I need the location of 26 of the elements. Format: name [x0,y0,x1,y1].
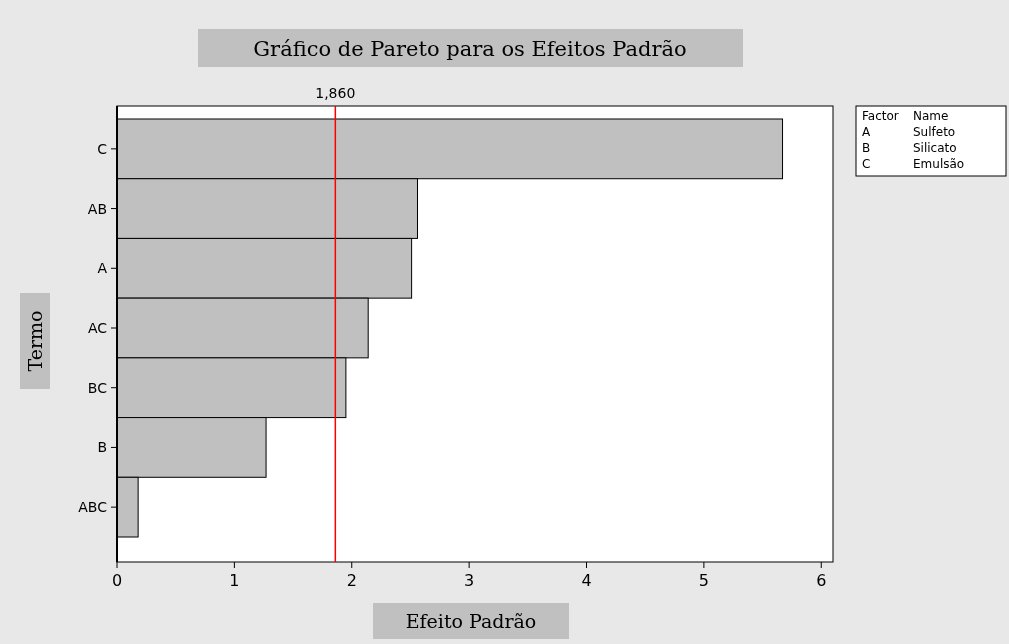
y-tick-label: AC [87,320,108,336]
x-tick-label: 6 [816,571,827,590]
chart-title: Gráfico de Pareto para os Efeitos Padrão [253,37,687,61]
text: Emulsão [913,157,965,171]
x-tick-label: 0 [111,571,123,590]
text: Factor [862,109,899,123]
x-tick-label: 4 [581,571,592,590]
text: Name [913,109,949,123]
y-axis-title: Termo [24,310,46,372]
y-tick-label: C [97,140,108,157]
y-tick-label: ABC [78,499,108,516]
text: Sulfeto [913,125,956,139]
text: A [862,125,871,139]
y-tick-label: AB [87,200,107,217]
x-tick-label: 3 [464,571,475,590]
y-tick-label: B [97,439,107,456]
x-tick-label: 1 [229,571,240,590]
y-tick-label: A [97,260,108,277]
x-tick-label: 5 [698,571,709,590]
text: Silicato [913,141,957,155]
y-tick-label: BC [87,379,108,396]
x-tick-label: 2 [346,571,357,590]
text: B [862,141,871,155]
ref-line-label: 1,860 [315,85,356,101]
text: C [862,157,871,171]
x-axis-title: Efeito Padrão [405,610,537,632]
